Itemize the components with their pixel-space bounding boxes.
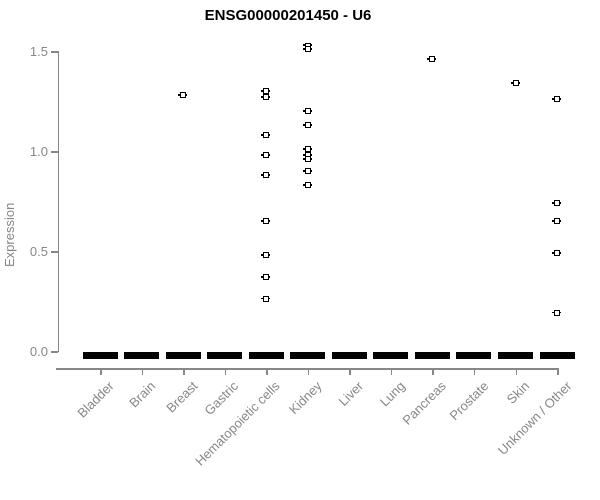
zero-cluster-bar <box>124 352 160 359</box>
x-tick <box>432 368 434 375</box>
x-axis-label: Prostate <box>446 378 491 424</box>
zero-cluster-bar <box>248 352 284 359</box>
data-point <box>261 296 271 303</box>
y-tick-label: 0.0 <box>29 344 48 359</box>
chart-title: ENSG00000201450 - U6 <box>204 7 372 24</box>
y-axis-title: Expression <box>2 202 17 268</box>
data-point <box>302 146 312 153</box>
data-point <box>261 94 271 101</box>
x-tick <box>557 368 559 375</box>
data-point <box>302 122 312 129</box>
y-tick-label: 1.0 <box>29 144 48 160</box>
data-point <box>261 88 271 95</box>
x-axis-label: Kidney <box>285 378 325 418</box>
zero-cluster-bar <box>539 352 575 359</box>
x-axis-label: Breast <box>162 378 201 416</box>
x-tick <box>515 368 517 375</box>
y-axis-line <box>57 51 59 352</box>
data-point <box>261 218 271 225</box>
x-axis-label: Bladder <box>74 378 117 421</box>
data-point <box>261 172 271 179</box>
x-tick <box>307 368 310 375</box>
data-point <box>302 156 312 163</box>
data-point <box>427 56 437 63</box>
y-tick-label: 0.5 <box>29 244 48 260</box>
x-axis-label: Hematopoietic cells <box>192 378 284 469</box>
x-axis-line <box>56 368 559 370</box>
data-point <box>302 168 312 175</box>
data-point <box>552 200 562 207</box>
zero-cluster-bar <box>498 352 533 359</box>
data-point <box>261 132 271 139</box>
x-axis-label: Skin <box>503 378 533 407</box>
x-axis-label: Liver <box>335 378 367 409</box>
zero-cluster-bar <box>207 352 243 359</box>
x-tick <box>349 368 351 375</box>
zero-cluster-bar <box>331 352 367 359</box>
data-point <box>261 152 271 159</box>
data-point <box>552 96 562 103</box>
y-tick <box>51 151 58 153</box>
y-tick-label: 1.5 <box>29 44 48 60</box>
y-tick <box>51 51 58 53</box>
data-point <box>552 310 562 317</box>
data-point <box>261 252 271 259</box>
x-tick <box>473 368 476 375</box>
data-point <box>552 250 562 257</box>
zero-cluster-bar <box>82 352 118 359</box>
x-axis-label: Brain <box>126 378 159 411</box>
data-point <box>302 46 312 53</box>
data-point <box>178 92 188 99</box>
x-tick <box>100 368 102 375</box>
x-tick <box>183 368 185 375</box>
zero-cluster-bar <box>373 352 409 359</box>
y-tick <box>51 251 58 253</box>
zero-cluster-bar <box>290 352 326 359</box>
x-tick <box>266 368 268 375</box>
zero-cluster-bar <box>456 352 492 359</box>
data-point <box>302 108 312 115</box>
data-point <box>261 274 271 281</box>
y-tick <box>51 351 58 353</box>
x-tick <box>390 368 393 375</box>
x-axis-label: Gastric <box>201 378 242 419</box>
x-tick <box>224 368 227 375</box>
data-point <box>302 182 312 189</box>
zero-cluster-bar <box>414 352 450 359</box>
data-point <box>510 80 520 87</box>
x-axis-label: Pancreas <box>399 378 450 428</box>
x-axis-label: Unknown / Other <box>494 378 574 458</box>
zero-cluster-bar <box>165 352 201 359</box>
x-axis-label: Lung <box>376 378 408 410</box>
x-tick <box>141 368 144 375</box>
data-point <box>552 218 562 225</box>
